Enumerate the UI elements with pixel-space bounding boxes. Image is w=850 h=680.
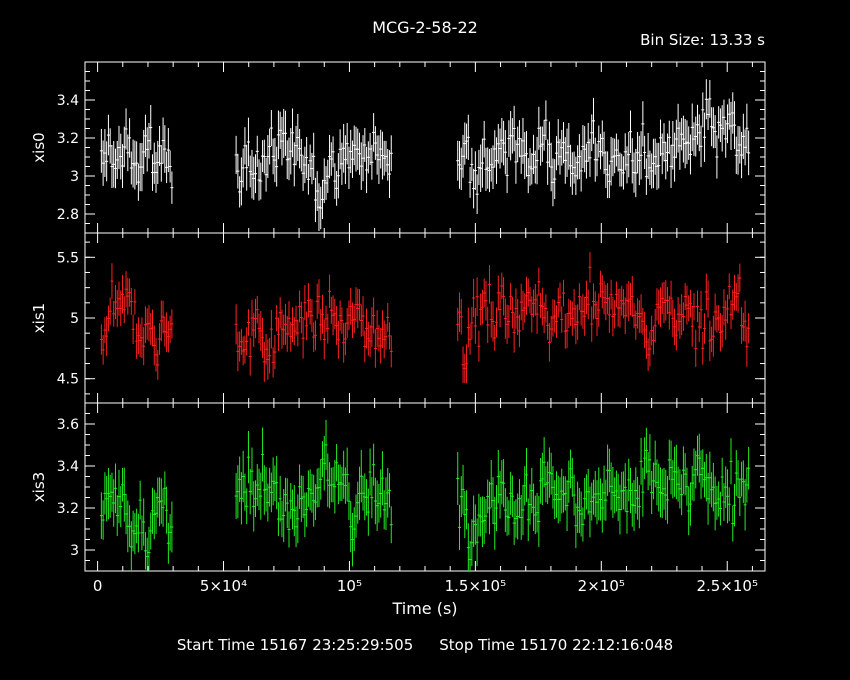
y-tick-label: 5.5: [57, 250, 79, 266]
y-tick-label: 3.2: [57, 131, 79, 147]
time-range-footer: Start Time 15167 23:25:29:505 Stop Time 1…: [0, 636, 850, 654]
y-tick-label: 5: [70, 311, 79, 327]
series-xis3: [99, 419, 751, 571]
panel-xis0: 2.8 3 3.2 3.4 xis0: [30, 61, 766, 234]
x-tick-label: 2.5×10⁵: [696, 577, 758, 595]
y-tick-label: 3.4: [57, 459, 79, 475]
panel-frame: [84, 402, 766, 572]
chart-title: MCG-2-58-22: [372, 18, 478, 37]
panel-frame: [84, 61, 766, 234]
x-tick-label: 2×10⁵: [578, 577, 625, 595]
y-tick-label: 2.8: [57, 207, 79, 223]
y-tick-label: 3: [70, 169, 79, 185]
bin-size-label: Bin Size: 13.33 s: [640, 31, 765, 49]
series-xis0: [99, 79, 751, 232]
y-tick-label: 4.5: [57, 372, 79, 388]
start-time: Start Time 15167 23:25:29:505: [176, 636, 414, 654]
x-tick-label: 10⁵: [337, 577, 362, 595]
x-tick-label: 1.5×10⁵: [445, 577, 507, 595]
stop-time: Stop Time 15170 22:12:16:048: [439, 636, 674, 654]
panel-frame: [84, 232, 766, 404]
y-tick-label: 3.2: [57, 501, 79, 517]
y-tick-label: 3.6: [57, 417, 79, 433]
panel-xis1: 4.5 5 5.5 xis1: [30, 232, 766, 404]
panel-xis3: 3 3.2 3.4 3.6 xis3: [30, 402, 766, 572]
x-tick-label: 5×10⁴: [200, 577, 247, 595]
y-tick-label: 3: [70, 543, 79, 559]
x-axis-label: Time (s): [391, 599, 457, 618]
series-xis1: [99, 252, 751, 384]
y-axis-label: xis3: [30, 472, 48, 502]
y-axis-label: xis0: [30, 132, 48, 162]
y-tick-label: 3.4: [57, 93, 79, 109]
x-tick-label: 0: [93, 577, 103, 595]
y-axis-label: xis1: [30, 303, 48, 333]
